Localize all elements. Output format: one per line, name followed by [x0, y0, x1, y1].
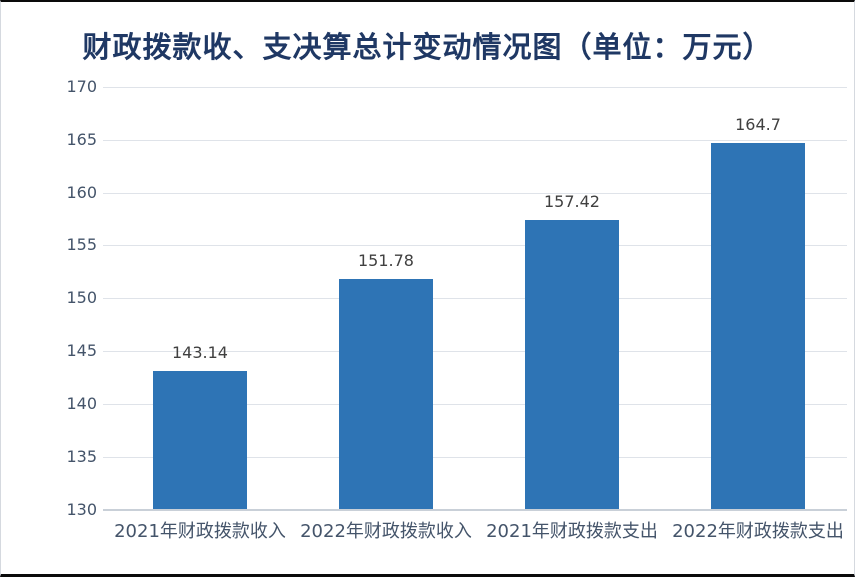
chart-title: 财政拨款收、支决算总计变动情况图（单位：万元） [82, 30, 773, 64]
y-axis-tick-label: 150 [66, 288, 97, 308]
gridline [103, 456, 847, 458]
gridline [103, 403, 847, 405]
y-axis-tick-label: 155 [66, 235, 97, 255]
y-axis-tick-label: 140 [66, 393, 97, 413]
bar [525, 219, 619, 510]
bar [153, 370, 247, 510]
bar-chart-plot-area: 130 135 140 145 150 155 160 165 170 143.14 2021年财政… [1, 2, 855, 574]
x-axis-category-label: 2022年财政拨款支出 [672, 520, 844, 542]
bar-value-label: 157.42 [544, 191, 600, 211]
bar [711, 142, 805, 510]
gridline [103, 139, 847, 141]
y-axis-tick-label: 160 [66, 182, 97, 202]
gridline [103, 298, 847, 300]
y-axis-tick-label: 145 [66, 341, 97, 361]
y-axis-tick-label: 135 [66, 446, 97, 466]
bar-value-label: 164.7 [735, 114, 781, 134]
bar [339, 279, 433, 510]
gridline [103, 351, 847, 353]
x-axis-line [103, 508, 847, 511]
y-axis-tick-label: 130 [66, 499, 97, 519]
bar-value-label: 143.14 [172, 342, 228, 362]
gridline [103, 245, 847, 247]
y-axis-tick-label: 170 [66, 77, 97, 96]
gridline [103, 87, 847, 88]
x-axis-category-label: 2021年财政拨款支出 [486, 520, 658, 542]
x-axis-category-label: 2021年财政拨款收入 [114, 520, 286, 542]
y-axis-tick-label: 165 [66, 129, 97, 149]
gridline [103, 192, 847, 194]
x-axis-category-label: 2022年财政拨款收入 [300, 520, 472, 542]
bar-value-label: 151.78 [358, 251, 414, 271]
